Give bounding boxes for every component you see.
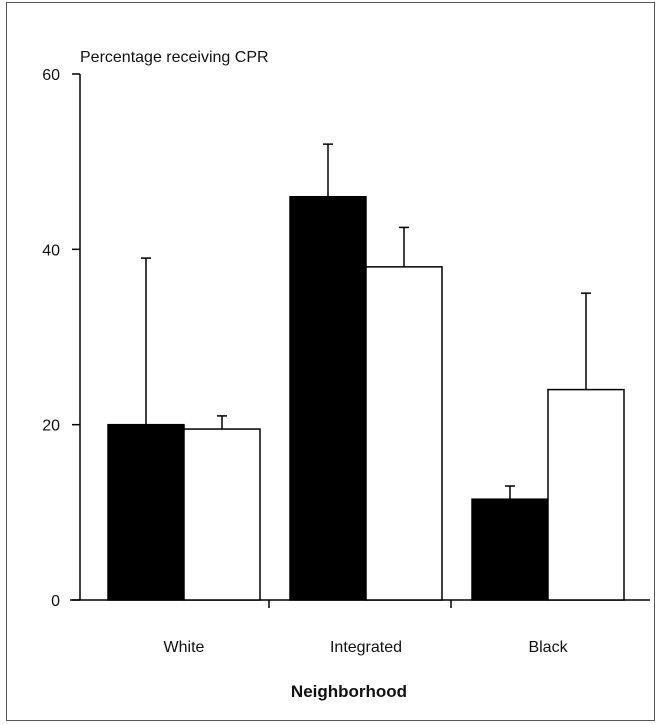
y-tick-label: 20 bbox=[42, 418, 60, 435]
bar bbox=[547, 388, 625, 601]
x-tick-label: Black bbox=[528, 639, 568, 656]
y-axis-label: Percentage receiving CPR bbox=[80, 49, 269, 66]
bar bbox=[365, 266, 443, 601]
x-axis-label: Neighborhood bbox=[291, 682, 407, 701]
x-tick-label: White bbox=[164, 639, 205, 656]
y-tick-label: 40 bbox=[42, 242, 60, 259]
y-tick-label: 0 bbox=[51, 593, 60, 610]
bar bbox=[107, 423, 185, 601]
bar bbox=[471, 498, 549, 601]
y-tick-label: 60 bbox=[42, 67, 60, 84]
x-tick-label: Integrated bbox=[330, 639, 402, 656]
bar bbox=[289, 195, 367, 601]
bar bbox=[183, 428, 261, 601]
plot-area: 0 20 40 60 White Integrated Black bbox=[42, 67, 650, 656]
